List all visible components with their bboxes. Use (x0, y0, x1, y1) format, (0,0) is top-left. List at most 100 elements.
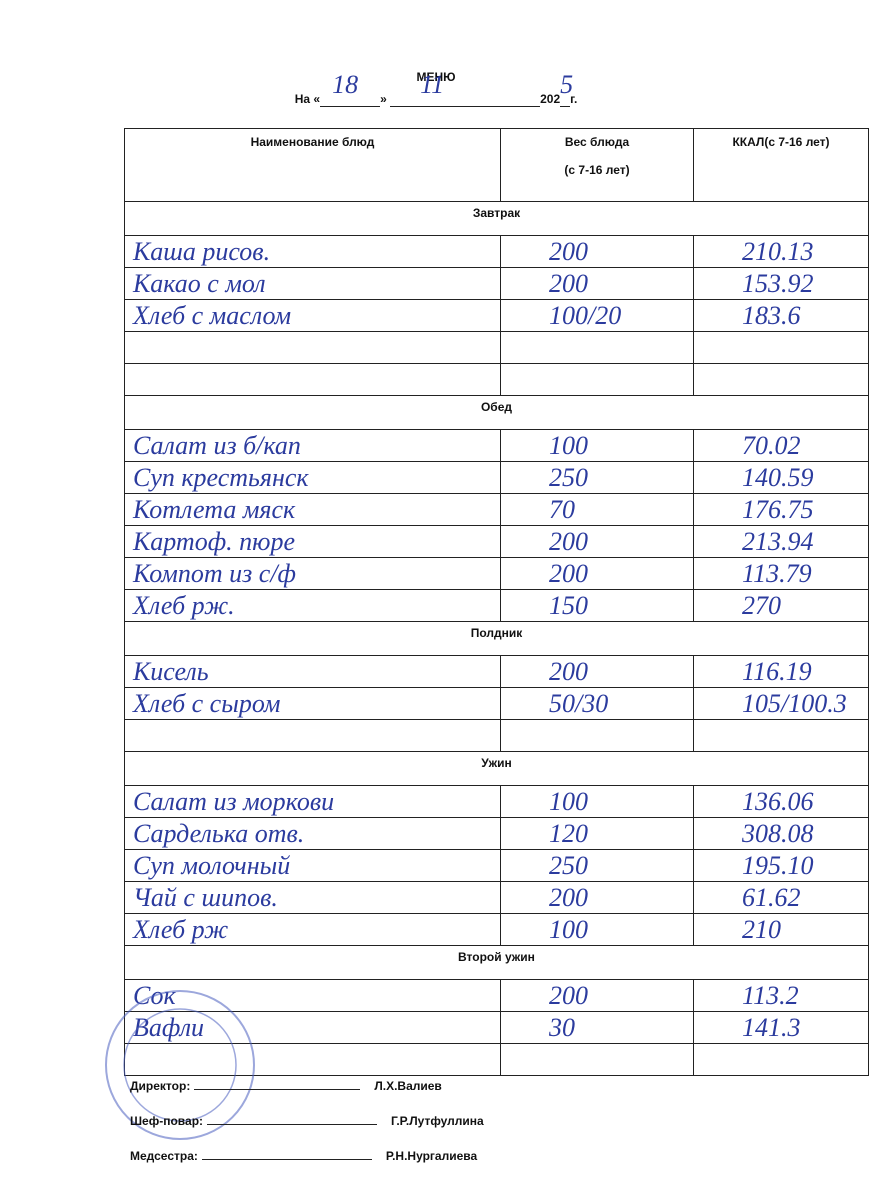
dish-name: Хлеб рж. (133, 590, 235, 620)
empty-cell (693, 331, 869, 364)
dish-weight: 200 (549, 268, 588, 298)
table-body: Наименование блюд Вес блюда (с 7-16 лет) … (124, 128, 869, 1076)
cell: Какао с мол (124, 267, 501, 300)
cell: 250 (500, 849, 694, 882)
signature-blank (194, 1077, 361, 1090)
dish-kcal: 136.06 (742, 786, 814, 816)
header-cell: ККАЛ(с 7-16 лет) (693, 128, 869, 202)
cell: 200 (500, 267, 694, 300)
menu-row: Суп крестьянск 250 140.59 (124, 461, 869, 494)
dish-name: Хлеб с маслом (133, 300, 292, 330)
stamp (105, 990, 255, 1140)
dish-kcal: 113.79 (742, 558, 812, 588)
menu-row: Кисель 200 116.19 (124, 655, 869, 688)
dish-kcal: 308.08 (742, 818, 814, 848)
cell: 140.59 (693, 461, 869, 494)
dish-weight: 200 (549, 526, 588, 556)
dish-name: Котлета мяск (133, 494, 296, 524)
cell: Чай с шипов. (124, 881, 501, 914)
dish-name: Хлеб с сыром (133, 688, 281, 718)
signature-line: Шеф-повар: Г.Р.Лутфуллина (130, 1112, 484, 1128)
signature-line: Медсестра: Р.Н.Нургалиева (130, 1147, 477, 1163)
signature-role: Медсестра: (130, 1149, 198, 1163)
dish-weight: 150 (549, 590, 588, 620)
dish-name: Чай с шипов. (133, 882, 278, 912)
signature-blank (207, 1112, 378, 1125)
cell: 120 (500, 817, 694, 850)
section-title: Второй ужин (124, 945, 869, 980)
cell: 200 (500, 655, 694, 688)
column-kcal: ККАЛ(с 7-16 лет) (732, 135, 830, 149)
cell: 210 (693, 913, 869, 946)
menu-row: Суп молочный 250 195.10 (124, 849, 869, 882)
menu-row: Салат из б/кап 100 70.02 (124, 429, 869, 462)
menu-row: Хлеб с маслом 100/20 183.6 (124, 299, 869, 332)
year-prefix: 202 (540, 92, 561, 106)
cell: 200 (500, 235, 694, 268)
dish-kcal: 176.75 (742, 494, 814, 524)
dish-kcal: 105/100.3 (742, 688, 847, 718)
cell: 153.92 (693, 267, 869, 300)
menu-row: Хлеб рж. 150 270 (124, 589, 869, 622)
menu-row: Котлета мяск 70 176.75 (124, 493, 869, 526)
dish-kcal: 116.19 (742, 656, 812, 686)
dish-name: Каша рисов. (133, 236, 271, 266)
dish-weight: 200 (549, 236, 588, 266)
dish-name: Какао с мол (133, 268, 266, 298)
dish-name: Кисель (133, 656, 209, 686)
dish-weight: 100/20 (549, 300, 622, 330)
cell: Хлеб рж (124, 913, 501, 946)
empty-cell (500, 719, 694, 752)
dish-weight: 200 (549, 558, 588, 588)
cell: 141.3 (693, 1011, 869, 1044)
dish-weight: 30 (549, 1012, 575, 1042)
empty-cell (500, 1043, 694, 1076)
empty-cell (693, 363, 869, 396)
cell: 61.62 (693, 881, 869, 914)
dish-name: Хлеб рж (133, 914, 229, 944)
empty-cell (124, 363, 501, 396)
signature-role: Директор: (130, 1079, 191, 1093)
dish-name: Салат из моркови (133, 786, 335, 816)
date-prefix: На « (294, 92, 321, 106)
menu-row: Вафли 30 141.3 (124, 1011, 869, 1044)
dish-weight: 100 (549, 786, 588, 816)
cell: 210.13 (693, 235, 869, 268)
cell: 250 (500, 461, 694, 494)
header-cell: Вес блюда (с 7-16 лет) (500, 128, 694, 202)
section-title: Полдник (124, 621, 869, 656)
empty-row (124, 719, 869, 752)
dish-name: Компот из с/ф (133, 558, 297, 588)
empty-cell (500, 363, 694, 396)
dish-weight: 120 (549, 818, 588, 848)
cell: Хлеб с сыром (124, 687, 501, 720)
cell: 70 (500, 493, 694, 526)
dish-kcal: 210 (742, 914, 781, 944)
cell: 113.79 (693, 557, 869, 590)
section-row: Ужин (124, 751, 869, 786)
header-cell: Наименование блюд (124, 128, 501, 202)
dish-name: Салат из б/кап (133, 430, 301, 460)
signature-name: Р.Н.Нургалиева (385, 1149, 478, 1163)
cell: 30 (500, 1011, 694, 1044)
signature-name: Г.Р.Лутфуллина (391, 1114, 484, 1128)
menu-row: Какао с мол 200 153.92 (124, 267, 869, 300)
empty-cell (124, 331, 501, 364)
empty-cell (693, 1043, 869, 1076)
cell: 70.02 (693, 429, 869, 462)
dish-kcal: 140.59 (742, 462, 814, 492)
dish-weight: 50/30 (549, 688, 609, 718)
cell: Салат из моркови (124, 785, 501, 818)
cell: Вафли (124, 1011, 501, 1044)
dish-weight: 250 (549, 850, 588, 880)
empty-cell (500, 331, 694, 364)
cell: 136.06 (693, 785, 869, 818)
cell: 176.75 (693, 493, 869, 526)
menu-row: Салат из моркови 100 136.06 (124, 785, 869, 818)
empty-cell (124, 719, 501, 752)
empty-row (124, 1043, 869, 1076)
section-title: Обед (124, 395, 869, 430)
empty-row (124, 363, 869, 396)
cell: 200 (500, 525, 694, 558)
cell: Кисель (124, 655, 501, 688)
